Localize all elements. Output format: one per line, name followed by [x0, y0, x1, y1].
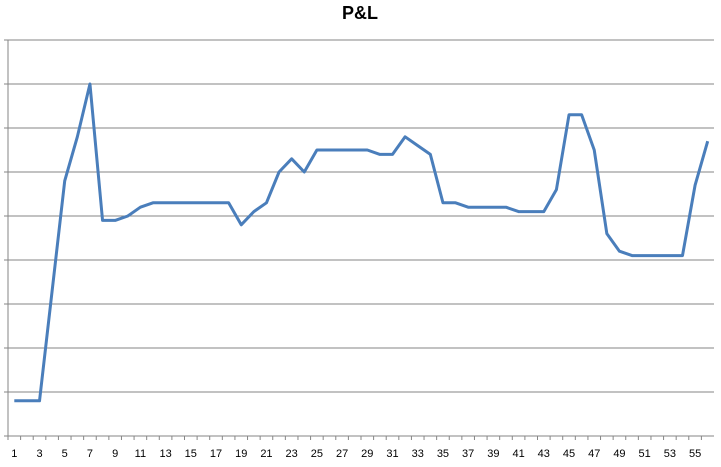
- x-tick-label: 13: [159, 448, 171, 460]
- x-tick-label: 25: [311, 448, 323, 460]
- x-tick-label: 21: [260, 448, 272, 460]
- x-tick-label: 1: [11, 448, 17, 460]
- x-tick-label: 27: [336, 448, 348, 460]
- x-tick-label: 9: [112, 448, 118, 460]
- x-tick-label: 49: [613, 448, 625, 460]
- x-tick-label: 29: [361, 448, 373, 460]
- x-tick-label: 5: [62, 448, 68, 460]
- x-tick-label: 7: [87, 448, 93, 460]
- line: [14, 82, 710, 403]
- x-tick-label: 53: [664, 448, 676, 460]
- x-tick-label: 41: [512, 448, 524, 460]
- chart-title: P&L: [342, 3, 378, 23]
- x-tick-label: 15: [185, 448, 197, 460]
- x-tick-label: 19: [235, 448, 247, 460]
- x-tick-label: 47: [588, 448, 600, 460]
- x-tick-label: 17: [210, 448, 222, 460]
- x-tick-label: 39: [487, 448, 499, 460]
- x-tick-label: 33: [412, 448, 424, 460]
- x-tick-label: 45: [563, 448, 575, 460]
- x-tick-label: 51: [639, 448, 651, 460]
- x-tick-label: 37: [462, 448, 474, 460]
- x-tick-label: 55: [689, 448, 701, 460]
- x-tick-label: 43: [538, 448, 550, 460]
- x-tick-label: 23: [286, 448, 298, 460]
- x-tick-label: 11: [135, 448, 146, 460]
- x-tick-label: 3: [36, 448, 42, 460]
- x-tick-label: 31: [386, 448, 398, 460]
- x-tick-label: 35: [437, 448, 449, 460]
